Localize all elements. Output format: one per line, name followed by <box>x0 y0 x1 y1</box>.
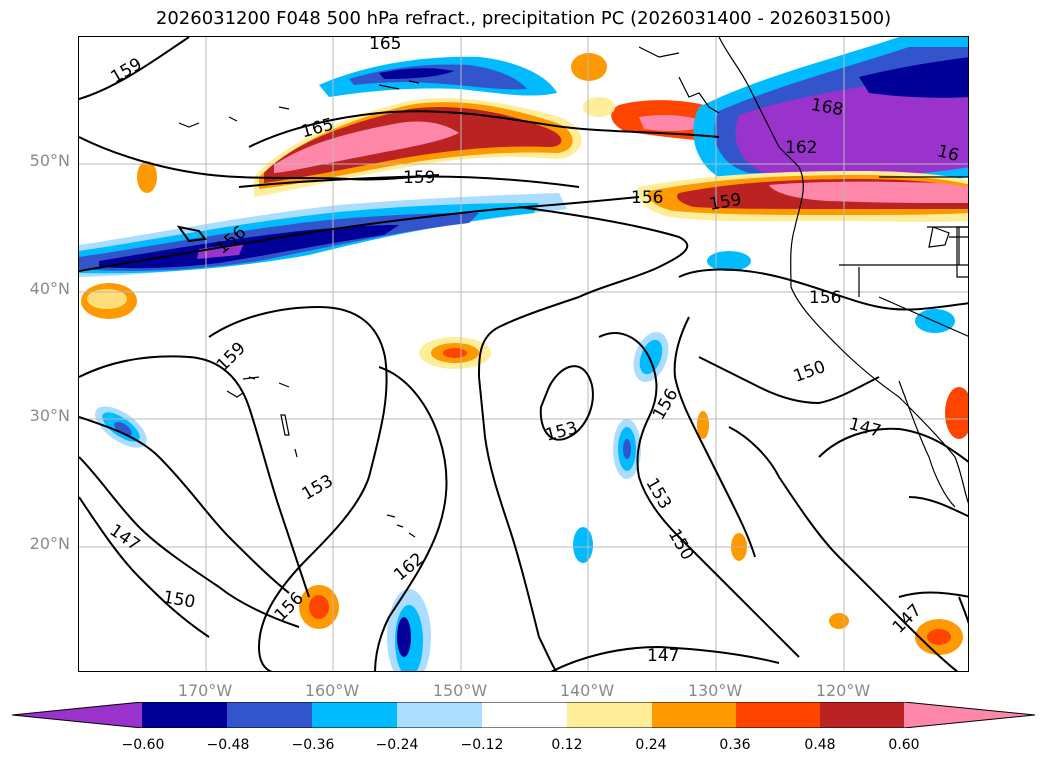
shade-coast-pink <box>769 181 968 203</box>
contour-label: 147 <box>647 646 679 666</box>
contour-label: 150 <box>664 526 698 564</box>
shade-cell <box>309 595 329 619</box>
colorbar <box>12 702 1035 728</box>
contour-label: 153 <box>543 418 580 446</box>
contour-label: 162 <box>390 549 428 585</box>
shade-gulf-pink-east <box>639 115 709 131</box>
shade-cell <box>571 53 607 81</box>
map-title: 2026031200 F048 500 hPa refract., precip… <box>155 8 892 29</box>
shade-cell <box>945 387 968 439</box>
contour-label: 147 <box>847 414 884 442</box>
shade-cell <box>443 348 467 358</box>
shade-nw-purple <box>735 77 968 177</box>
shade-cell <box>927 629 951 645</box>
shade-gulf-pink <box>274 121 459 173</box>
lon-label-120w: 120°W <box>815 681 871 700</box>
shade-cell <box>137 161 157 193</box>
shade-cell <box>639 339 663 375</box>
colorbar-segment-max <box>904 702 1035 728</box>
shade-cell <box>573 527 593 563</box>
contour-label: 162 <box>785 138 817 158</box>
lat-label-50n: 50°N <box>29 151 70 170</box>
lon-label-160w: 160°W <box>304 681 360 700</box>
colorbar-tick: 0.48 <box>804 737 836 753</box>
refractivity-contours <box>79 37 968 671</box>
contour-label: 165 <box>369 37 401 54</box>
shade-cell <box>697 411 709 439</box>
shade-cell <box>87 289 127 309</box>
contour-label: 150 <box>791 357 828 387</box>
colorbar-segment <box>227 702 312 728</box>
colorbar-segment-min <box>12 702 142 728</box>
lat-label-40n: 40°N <box>29 279 70 298</box>
colorbar-tick: −0.24 <box>375 737 419 753</box>
graticule <box>79 37 968 671</box>
contour-label: 156 <box>631 188 663 208</box>
colorbar-segment <box>736 702 820 728</box>
lon-label-140w: 140°W <box>559 681 615 700</box>
colorbar-tick: 0.60 <box>888 737 920 753</box>
colorbar-segment <box>312 702 397 728</box>
contour-label: 159 <box>403 168 435 188</box>
shade-band-purple <box>197 243 244 259</box>
contour-label: 153 <box>299 471 337 505</box>
map-canvas: 159 165 165 159 156 168 162 16 156 159 1… <box>79 37 968 671</box>
shade-cell <box>583 97 615 117</box>
shade-band-navy <box>99 225 399 269</box>
contour-label: 156 <box>809 288 841 308</box>
colorbar-tick: 0.24 <box>635 737 667 753</box>
lat-label-20n: 20°N <box>29 534 70 553</box>
lon-label-170w: 170°W <box>177 681 233 700</box>
colorbar-segment <box>397 702 482 728</box>
colorbar-tick: 0.12 <box>551 737 583 753</box>
shade-cell <box>623 439 631 459</box>
colorbar-tick: −0.12 <box>460 737 504 753</box>
shade-cell <box>829 613 849 629</box>
colorbar-segment <box>820 702 904 728</box>
lat-label-30n: 30°N <box>29 406 70 425</box>
shade-cell <box>707 251 751 271</box>
shade-cell <box>114 421 132 437</box>
colorbar-segment <box>652 702 736 728</box>
contour-label: 156 <box>649 385 683 423</box>
colorbar-segment <box>142 702 227 728</box>
contour-label: 159 <box>108 54 146 88</box>
colorbar-tick: −0.48 <box>206 737 250 753</box>
contour-label: 156 <box>271 588 308 625</box>
coastlines <box>178 37 968 538</box>
precipitation-shading <box>79 37 968 671</box>
shade-north-dark <box>379 68 454 79</box>
colorbar-tick: −0.60 <box>121 737 165 753</box>
lon-label-150w: 150°W <box>432 681 488 700</box>
colorbar-segment <box>567 702 652 728</box>
colorbar-tick: −0.36 <box>291 737 335 753</box>
map-plot-area: 159 165 165 159 156 168 162 16 156 159 1… <box>78 36 969 672</box>
colorbar-tick: 0.36 <box>719 737 751 753</box>
contour-label: 159 <box>213 338 250 375</box>
colorbar-segment <box>482 702 567 728</box>
lon-label-130w: 130°W <box>687 681 743 700</box>
shade-cell <box>397 617 411 657</box>
shade-nw-navy <box>859 57 968 98</box>
contour-label: 150 <box>161 587 196 612</box>
